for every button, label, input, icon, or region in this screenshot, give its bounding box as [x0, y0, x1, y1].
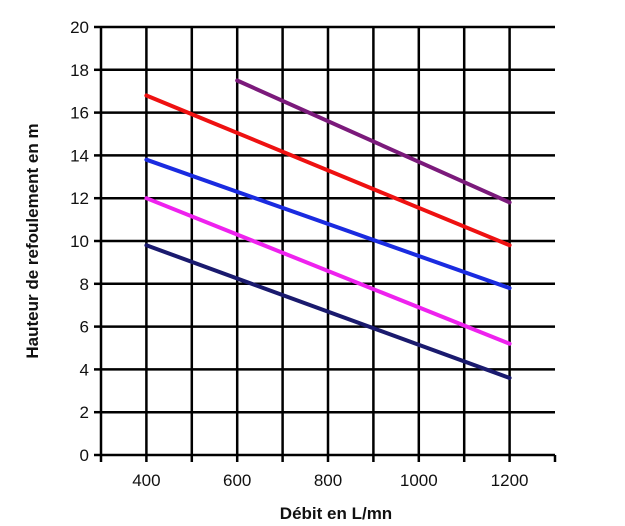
grid-layer [101, 25, 555, 455]
y-tick-label-10: 10 [70, 232, 89, 251]
y-tick-label-6: 6 [80, 318, 89, 337]
x-tick-label-1000: 1000 [400, 471, 438, 490]
series-line-1 [235, 78, 512, 205]
x-tick-label-800: 800 [314, 471, 342, 490]
y-tick-label-16: 16 [70, 104, 89, 123]
series-line-5 [144, 243, 512, 380]
series-line-3 [144, 157, 512, 291]
x-tick-label-1200: 1200 [491, 471, 529, 490]
x-axis-title: Débit en L/mn [280, 504, 392, 523]
y-tick-label-14: 14 [70, 146, 89, 165]
y-tick-label-20: 20 [70, 18, 89, 37]
tick-layer: 0 2 4 6 8 10 12 14 16 18 20 400 600 800 1000 1200 [70, 18, 557, 490]
y-tick-label-8: 8 [80, 275, 89, 294]
series-line-4 [144, 196, 512, 346]
y-axis-title: Hauteur de refoulement en m [23, 123, 42, 358]
y-tick-label-18: 18 [70, 61, 89, 80]
y-tick-label-12: 12 [70, 189, 89, 208]
y-tick-label-2: 2 [80, 403, 89, 422]
x-tick-label-400: 400 [132, 471, 160, 490]
series-layer [144, 78, 512, 380]
series-line-2 [144, 93, 512, 248]
y-tick-label-4: 4 [80, 360, 89, 379]
y-tick-label-0: 0 [80, 446, 89, 465]
x-tick-label-600: 600 [223, 471, 251, 490]
